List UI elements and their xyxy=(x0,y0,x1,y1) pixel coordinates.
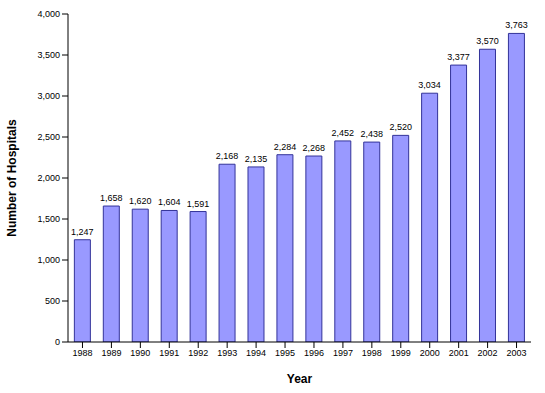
svg-text:3,000: 3,000 xyxy=(37,91,60,101)
svg-text:1999: 1999 xyxy=(391,348,411,358)
svg-text:1998: 1998 xyxy=(362,348,382,358)
svg-text:1,500: 1,500 xyxy=(37,214,60,224)
svg-text:1,604: 1,604 xyxy=(158,197,181,207)
svg-text:3,763: 3,763 xyxy=(505,20,528,30)
svg-text:1997: 1997 xyxy=(333,348,353,358)
svg-text:2,520: 2,520 xyxy=(389,122,412,132)
svg-text:3,570: 3,570 xyxy=(476,36,499,46)
svg-text:1996: 1996 xyxy=(304,348,324,358)
svg-text:1992: 1992 xyxy=(188,348,208,358)
svg-text:1,247: 1,247 xyxy=(71,227,94,237)
svg-text:1994: 1994 xyxy=(246,348,266,358)
svg-text:2,284: 2,284 xyxy=(274,142,297,152)
svg-text:2,268: 2,268 xyxy=(303,143,326,153)
svg-text:1990: 1990 xyxy=(130,348,150,358)
svg-text:2000: 2000 xyxy=(420,348,440,358)
svg-text:2,500: 2,500 xyxy=(37,132,60,142)
svg-text:2,000: 2,000 xyxy=(37,173,60,183)
svg-text:1988: 1988 xyxy=(72,348,92,358)
svg-text:500: 500 xyxy=(45,296,60,306)
svg-text:4,000: 4,000 xyxy=(37,9,60,19)
svg-text:1,620: 1,620 xyxy=(129,196,152,206)
svg-text:1,000: 1,000 xyxy=(37,255,60,265)
svg-text:1,658: 1,658 xyxy=(100,193,123,203)
svg-text:2,452: 2,452 xyxy=(332,128,355,138)
svg-text:1989: 1989 xyxy=(101,348,121,358)
svg-text:2003: 2003 xyxy=(507,348,527,358)
svg-text:2,438: 2,438 xyxy=(360,129,383,139)
svg-text:1,591: 1,591 xyxy=(187,199,210,209)
svg-text:3,377: 3,377 xyxy=(447,52,470,62)
svg-text:3,034: 3,034 xyxy=(418,80,441,90)
svg-text:2002: 2002 xyxy=(478,348,498,358)
svg-text:2,168: 2,168 xyxy=(216,151,239,161)
svg-text:2,135: 2,135 xyxy=(245,154,268,164)
svg-text:Year: Year xyxy=(287,372,313,386)
svg-text:Number of Hospitals: Number of Hospitals xyxy=(8,119,19,237)
svg-text:2001: 2001 xyxy=(449,348,469,358)
svg-text:0: 0 xyxy=(55,337,60,347)
svg-text:1995: 1995 xyxy=(275,348,295,358)
svg-text:3,500: 3,500 xyxy=(37,50,60,60)
svg-text:1993: 1993 xyxy=(217,348,237,358)
svg-text:1991: 1991 xyxy=(159,348,179,358)
